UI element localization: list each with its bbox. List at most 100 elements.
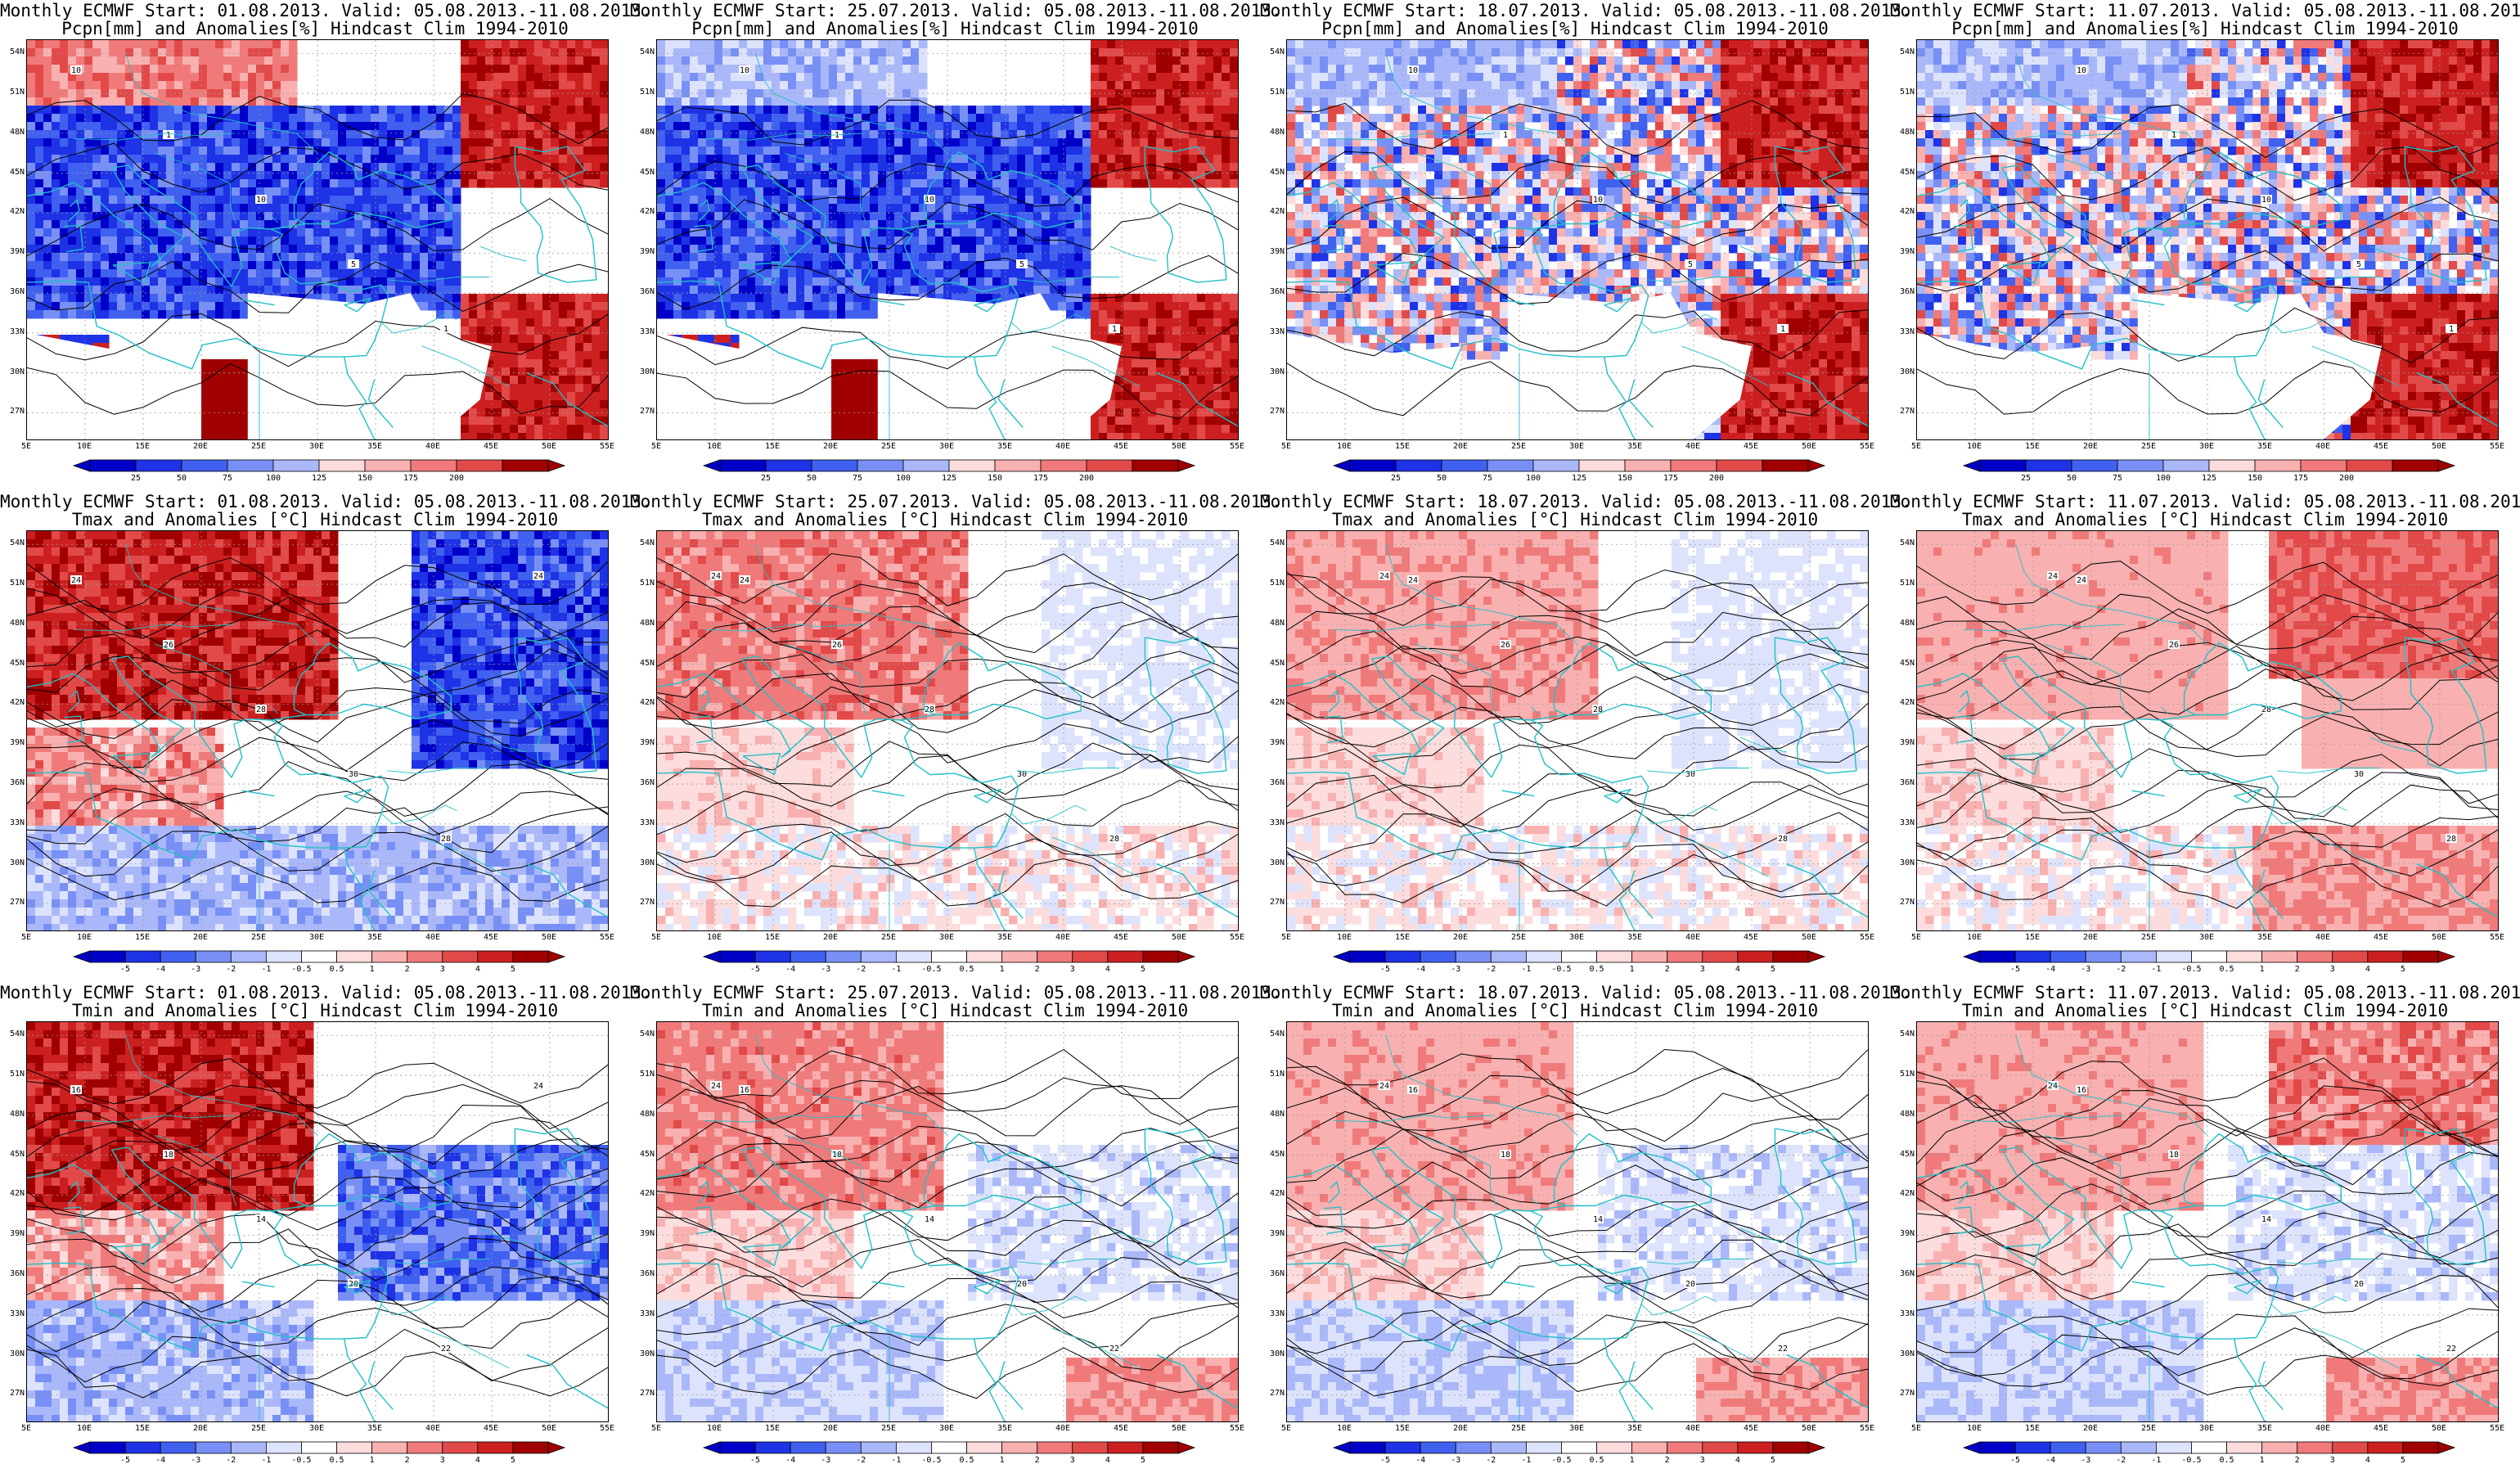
panel-header-line: Monthly ECMWF Start: 11.07.2013. Valid: … [1890, 984, 2520, 1002]
forecast-panel: Monthly ECMWF Start: 18.07.2013. Valid: … [1260, 982, 1912, 1473]
map-plot-area: 10 1 10 5 1 [1286, 39, 1869, 440]
longitude-tick-label: 25E [2132, 443, 2165, 451]
longitude-tick-label: 10E [1958, 1425, 1991, 1433]
longitude-tick-label: 20E [1444, 443, 1477, 451]
colorbar [72, 459, 566, 472]
longitude-tick-label: 50E [2423, 1425, 2455, 1433]
longitude-tick-label: 45E [475, 934, 507, 942]
contour-label: 10 [2077, 66, 2086, 75]
forecast-panel: Monthly ECMWF Start: 18.07.2013. Valid: … [1260, 491, 1912, 982]
latitude-tick-label: 36N [1892, 288, 1915, 296]
longitude-tick-label: 30E [930, 1425, 963, 1433]
colorbar-tick-label: 3 [2320, 966, 2345, 974]
contour-label: 16 [2077, 1086, 2086, 1095]
contour-label: 1 [166, 131, 171, 140]
longitude-tick-label: 15E [2016, 934, 2049, 942]
longitude-tick-label: 10E [68, 443, 101, 451]
latitude-tick-label: 51N [632, 579, 655, 588]
colorbar-tick-label: -2 [218, 1457, 243, 1465]
longitude-tick-label: 10E [698, 934, 731, 942]
latitude-tick-label: 36N [632, 779, 655, 787]
latitude-tick-label: 33N [632, 818, 655, 827]
colorbar-tick-label: -4 [1408, 966, 1433, 974]
colorbar-tick-label: -3 [1443, 1457, 1468, 1465]
longitude-tick-label: 30E [2190, 934, 2223, 942]
longitude-tick-label: 55E [1221, 934, 1253, 942]
longitude-tick-label: 5E [640, 443, 673, 451]
panel-variable-line: Tmax and Anomalies [°C] Hindcast Clim 19… [1260, 511, 1890, 529]
longitude-tick-label: 10E [1328, 1425, 1361, 1433]
longitude-tick-label: 25E [1502, 934, 1535, 942]
colorbar [72, 950, 566, 963]
longitude-tick-label: 20E [814, 443, 847, 451]
longitude-tick-label: 50E [533, 934, 565, 942]
longitude-tick-label: 25E [872, 1425, 905, 1433]
longitude-tick-label: 20E [2074, 443, 2107, 451]
colorbar-tick-label: 2 [2285, 1457, 2310, 1465]
latitude-tick-label: 33N [2, 1309, 25, 1318]
colorbar-tick-label: -0.5 [1549, 1457, 1573, 1465]
latitude-tick-label: 54N [632, 48, 655, 56]
colorbar-swatches [72, 1441, 566, 1454]
colorbar-tick-label: 4 [2356, 1457, 2380, 1465]
latitude-tick-label: 36N [632, 288, 655, 296]
colorbar-tick-label: -1 [1514, 966, 1538, 974]
map-plot-area: 16 18 14 20 22 24 [656, 1021, 1239, 1422]
latitude-tick-label: 33N [2, 818, 25, 827]
longitude-tick-label: 35E [2248, 934, 2281, 942]
latitude-tick-label: 51N [1262, 88, 1285, 97]
colorbar-swatches [1332, 950, 1826, 963]
contour-label: 18 [164, 1151, 173, 1160]
contour-label: 18 [1501, 1151, 1510, 1160]
latitude-tick-label: 30N [1892, 858, 1915, 867]
latitude-tick-label: 45N [632, 168, 655, 177]
coastlines [657, 53, 1238, 439]
latitude-tick-label: 39N [1892, 739, 1915, 747]
forecast-panel: Monthly ECMWF Start: 01.08.2013. Valid: … [0, 491, 652, 982]
panel-header-line: Monthly ECMWF Start: 18.07.2013. Valid: … [1260, 493, 1912, 511]
latitude-tick-label: 54N [1892, 48, 1915, 56]
map-plot-area: 24 26 28 30 28 24 [1286, 530, 1869, 931]
longitude-tick-label: 20E [184, 934, 217, 942]
colorbar-tick-label: -2 [848, 1457, 873, 1465]
latitude-tick-label: 54N [2, 1030, 25, 1038]
colorbar-tick-label: 200 [2334, 475, 2359, 483]
longitude-tick-label: 30E [930, 443, 963, 451]
colorbar [1332, 950, 1826, 963]
colorbar [702, 950, 1196, 963]
contour-label: 28 [1109, 835, 1119, 844]
longitude-tick-label: 40E [1676, 934, 1709, 942]
longitude-tick-label: 55E [591, 934, 623, 942]
anomaly-map: 24 26 28 30 28 24 [657, 531, 1238, 930]
forecast-panel: Monthly ECMWF Start: 25.07.2013. Valid: … [630, 982, 1282, 1473]
longitude-tick-label: 10E [698, 443, 731, 451]
colorbar-tick-label: -5 [2003, 1457, 2027, 1465]
contour-label: 1 [1780, 325, 1785, 334]
panel-header-line: Monthly ECMWF Start: 18.07.2013. Valid: … [1260, 984, 1912, 1002]
longitude-tick-label: 55E [1851, 934, 1883, 942]
longitude-tick-label: 30E [1560, 443, 1593, 451]
map-plot-area: 24 26 28 30 28 24 [26, 530, 609, 931]
anomaly-field [1287, 531, 1868, 930]
latitude-tick-label: 30N [2, 367, 25, 376]
panel-variable-line: Pcpn[mm] and Anomalies[%] Hindcast Clim … [0, 20, 630, 38]
latitude-tick-label: 33N [1262, 818, 1285, 827]
latitude-tick-label: 30N [2, 858, 25, 867]
colorbar-tick-label: 3 [430, 966, 455, 974]
colorbar-tick-label: 4 [1726, 1457, 1750, 1465]
latitude-tick-label: 42N [632, 1190, 655, 1198]
latitude-tick-label: 36N [632, 1270, 655, 1278]
colorbar-tick-label: 5 [1131, 966, 1155, 974]
colorbar-swatches [1962, 950, 2456, 963]
colorbar-tick-label: -2 [1478, 1457, 1503, 1465]
contour-label: 18 [2169, 1151, 2179, 1160]
longitude-tick-label: 40E [1046, 1425, 1079, 1433]
contour-label: 14 [2261, 1215, 2271, 1224]
longitude-tick-label: 25E [872, 443, 905, 451]
latitude-tick-label: 27N [1892, 899, 1915, 907]
longitude-tick-label: 45E [1735, 934, 1767, 942]
anomaly-field [1917, 1022, 2498, 1421]
panel-variable-line: Tmin and Anomalies [°C] Hindcast Clim 19… [0, 1002, 630, 1020]
latitude-tick-label: 30N [632, 858, 655, 867]
contour-label: 28 [441, 835, 451, 844]
